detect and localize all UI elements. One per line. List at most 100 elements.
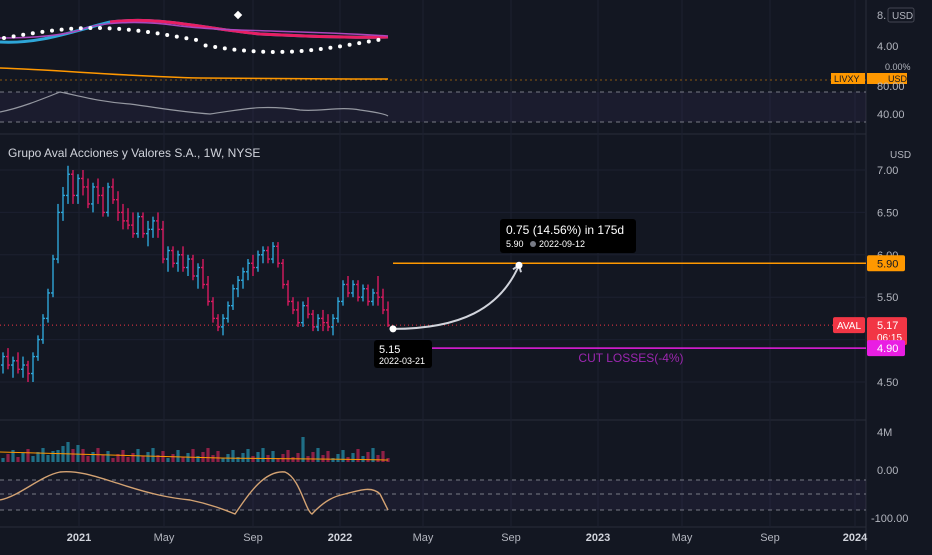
volume-panel[interactable] <box>0 437 390 462</box>
volume-bar <box>316 448 320 462</box>
volume-bar <box>301 437 305 462</box>
symbol-tag: AVAL <box>837 321 862 332</box>
overlay-dot <box>88 26 93 31</box>
projection-start-point <box>389 325 397 333</box>
volume-bar <box>6 454 10 462</box>
volume-bar <box>16 457 20 462</box>
volume-bar <box>376 455 380 462</box>
secondary-tag-bg <box>831 73 865 84</box>
overlay-currency: USD <box>892 11 913 22</box>
volume-bar <box>166 458 170 462</box>
bar-countdown: 06:15 <box>877 333 902 344</box>
secondary-currency-bg <box>867 73 907 84</box>
overlay-dot <box>50 28 54 33</box>
overlay-dot <box>59 27 64 32</box>
volume-bar <box>121 450 125 462</box>
chart-title: Grupo Aval Acciones y Valores S.A., 1W, … <box>8 146 261 160</box>
osc1-tick-label: 80.00 <box>877 81 905 93</box>
x-tick-label: 2023 <box>586 532 610 544</box>
ma-line-pink <box>109 18 389 39</box>
overlay-dot <box>270 49 275 54</box>
overlay-dot <box>357 41 362 46</box>
overlay-panel[interactable] <box>0 10 866 81</box>
overlay-dot <box>155 31 160 36</box>
overlay-dot <box>30 31 35 36</box>
overlay-dot <box>232 47 237 52</box>
oscillator-panel-top[interactable] <box>0 91 866 123</box>
overlay-dot <box>69 26 74 31</box>
x-tick-label: Sep <box>243 532 263 544</box>
osc2-line <box>0 470 389 515</box>
overlay-dot <box>280 49 285 54</box>
volume-bar <box>41 448 45 462</box>
x-tick-label: May <box>154 532 175 544</box>
overlay-dot <box>194 37 198 42</box>
volume-bar <box>216 451 220 462</box>
osc1-tick-label: 40.00 <box>877 109 905 121</box>
volume-bar <box>146 452 150 462</box>
x-tick-label: 2021 <box>67 532 91 544</box>
overlay-dot <box>222 46 227 51</box>
volume-ma-line <box>0 451 389 461</box>
volume-bar <box>221 458 225 462</box>
overlay-dot <box>40 29 45 34</box>
overlay-dot <box>376 37 381 42</box>
projection-summary: 0.75 (14.56%) in 175d <box>506 223 624 237</box>
volume-bar <box>36 452 40 462</box>
overlay-dot <box>309 48 314 53</box>
target-price-tag: 5.90 <box>877 258 898 270</box>
osc1-band <box>0 92 866 122</box>
x-tick-label: May <box>413 532 434 544</box>
volume-bar <box>116 454 120 462</box>
volume-bar <box>241 453 245 462</box>
osc2-band <box>0 480 866 510</box>
overlay-dot <box>328 45 333 50</box>
volume-bar <box>56 450 60 462</box>
projection-start-date: 2022-03-21 <box>379 356 425 366</box>
overlay-dot <box>146 30 150 35</box>
projection-start-price: 5.15 <box>379 344 400 356</box>
overlay-dot <box>117 26 122 31</box>
volume-bar <box>176 450 180 462</box>
overlay-dot <box>136 28 141 33</box>
x-tick-label: May <box>672 532 693 544</box>
overlay-dot <box>203 43 208 48</box>
volume-bar <box>91 452 95 462</box>
clock-icon <box>530 241 536 247</box>
volume-bar <box>191 449 195 462</box>
volume-bar <box>356 449 360 462</box>
volume-bar <box>236 457 240 462</box>
volume-bar <box>101 455 105 462</box>
volume-bar <box>296 453 300 462</box>
volume-bar <box>256 452 260 462</box>
volume-bar <box>276 458 280 462</box>
osc2-tick-label: 0.00 <box>877 465 898 477</box>
projection-end-date: 2022-09-12 <box>539 239 585 249</box>
volume-bar <box>281 454 285 462</box>
overlay-dot <box>347 42 352 47</box>
overlay-dot <box>184 36 189 41</box>
overlay-dot <box>98 26 102 31</box>
volume-bar <box>321 455 325 462</box>
x-tick-label: Sep <box>760 532 780 544</box>
volume-bar <box>251 456 255 462</box>
volume-bar <box>196 456 200 462</box>
overlay-dot <box>21 32 26 37</box>
volume-bar <box>11 450 15 462</box>
volume-bar <box>81 449 85 462</box>
volume-bar <box>311 452 315 462</box>
volume-tick-label: 4M <box>877 427 892 439</box>
projection-end-price: 5.90 <box>506 239 524 249</box>
volume-bar <box>151 448 155 462</box>
volume-bar <box>286 450 290 462</box>
volume-bar <box>331 458 335 462</box>
currency-label: USD <box>890 150 911 161</box>
volume-bar <box>71 449 75 462</box>
volume-bar <box>341 450 345 462</box>
x-tick-label: 2022 <box>328 532 352 544</box>
overlay-dot <box>107 26 112 31</box>
oscillator-panel-bottom[interactable] <box>0 470 866 515</box>
